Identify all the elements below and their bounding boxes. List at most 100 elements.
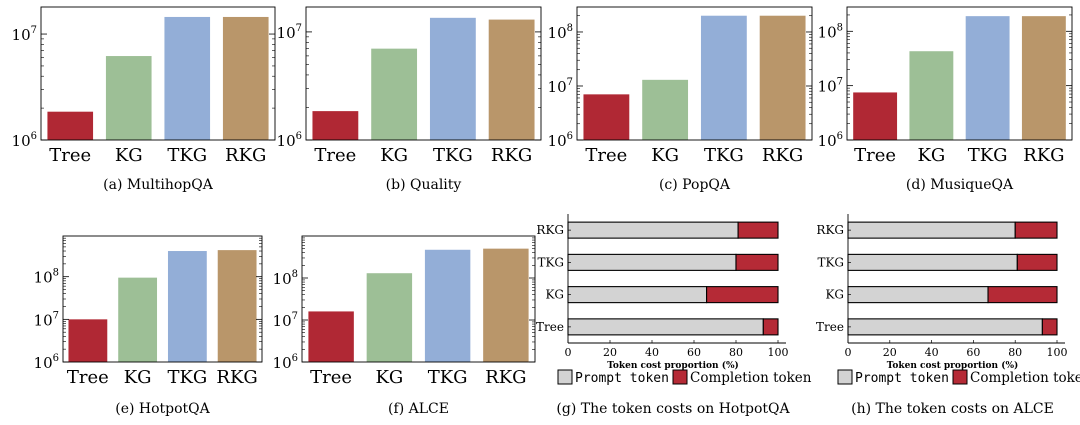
bar-tree xyxy=(308,311,354,362)
y-tick-label: 106 xyxy=(548,131,573,150)
legend-label: Completion token xyxy=(690,370,812,386)
x-tick-label: 100 xyxy=(768,346,789,359)
x-tick-label: TKG xyxy=(167,367,207,388)
x-tick-label: KG xyxy=(917,145,945,166)
x-tick-label: 0 xyxy=(565,346,572,359)
plot-frame xyxy=(576,6,813,141)
bar-tree xyxy=(312,111,359,140)
x-tick-label: Tree xyxy=(49,145,91,166)
y-tick-label: TKG xyxy=(817,255,844,269)
y-tick-label: TKG xyxy=(537,255,564,269)
x-tick-label: TKG xyxy=(428,367,468,388)
x-tick-label: KG xyxy=(380,145,408,166)
chart-e: Tree KG TKG RKG 106 107 108 (e) HotpotQA xyxy=(34,235,263,417)
y-tick-label: 106 xyxy=(34,353,59,372)
x-tick-label: 20 xyxy=(603,346,617,359)
y-tick-label: KG xyxy=(825,288,844,302)
y-tick-label: Tree xyxy=(536,320,564,334)
y-tick-label: 107 xyxy=(818,77,843,96)
bar-kg xyxy=(105,56,152,140)
x-tick-label: 0 xyxy=(845,346,852,359)
y-tick-label: KG xyxy=(545,288,564,302)
segment-completion-tkg xyxy=(735,253,779,271)
segment-completion-kg xyxy=(987,286,1058,304)
bar-kg xyxy=(642,79,689,140)
segment-prompt-kg xyxy=(567,286,708,304)
bar-tree xyxy=(47,111,94,140)
segment-completion-rkg xyxy=(1014,221,1058,239)
bar-kg xyxy=(909,51,954,140)
caption: (e) HotpotQA xyxy=(115,401,210,417)
y-tick-label: RKG xyxy=(536,223,564,237)
legend-label: Prompt token xyxy=(855,371,949,386)
x-tick-label: RKG xyxy=(216,367,257,388)
segment-completion-tree xyxy=(1041,318,1058,336)
x-tick-label: TKG xyxy=(704,145,744,166)
x-tick-label: 20 xyxy=(883,346,897,359)
y-tick-label: 106 xyxy=(273,353,298,372)
x-tick-label: Tree xyxy=(585,145,627,166)
segment-prompt-kg xyxy=(847,286,989,304)
chart-f: Tree KG TKG RKG 106 107 108 (f) ALCE xyxy=(273,235,536,417)
x-tick-label: 60 xyxy=(966,346,980,359)
legend: Prompt token Completion token xyxy=(837,369,1080,386)
bar-rkg xyxy=(483,248,529,362)
segment-prompt-tree xyxy=(567,318,764,336)
segment-completion-rkg xyxy=(737,221,779,239)
x-tick-label: Tree xyxy=(310,367,352,388)
bar-tkg xyxy=(965,16,1010,140)
segment-prompt-tkg xyxy=(847,253,1018,271)
bar-rkg xyxy=(217,250,257,362)
bar-kg xyxy=(366,273,413,362)
x-tick-label: Tree xyxy=(854,145,896,166)
bar-tree xyxy=(68,319,108,362)
x-tick-label: 60 xyxy=(687,346,701,359)
bar-kg xyxy=(371,48,418,141)
legend-swatch xyxy=(557,369,573,385)
caption: (a) MultihopQA xyxy=(103,177,214,193)
segment-prompt-tkg xyxy=(567,253,737,271)
y-tick-label: 107 xyxy=(548,77,573,96)
y-tick-label: 107 xyxy=(277,23,302,42)
x-axis-label: Token cost proportion (%) xyxy=(887,360,1019,371)
chart-a: Tree KG TKG RKG 106 107 (a) MultihopQA xyxy=(12,6,276,193)
x-tick-label: 80 xyxy=(729,346,743,359)
x-tick-label: 100 xyxy=(1047,346,1068,359)
chart-b: Tree KG TKG RKG 106 107 (b) Quality xyxy=(277,6,542,193)
x-tick-label: RKG xyxy=(225,145,266,166)
x-axis-label: Token cost proportion (%) xyxy=(607,360,739,371)
caption: (c) PopQA xyxy=(659,177,731,193)
caption: (b) Quality xyxy=(386,177,462,193)
y-tick-label: 107 xyxy=(273,311,298,330)
bar-tkg xyxy=(164,16,211,141)
x-tick-label: KG xyxy=(651,145,679,166)
legend: Prompt token Completion token xyxy=(557,369,812,386)
x-tick-label: RKG xyxy=(485,367,526,388)
y-tick-label: 108 xyxy=(273,269,298,288)
bar-rkg xyxy=(222,16,269,141)
x-tick-label: 40 xyxy=(645,346,659,359)
plot-frame xyxy=(846,6,1073,141)
y-tick-label: Tree xyxy=(816,320,844,334)
segment-completion-tree xyxy=(762,318,779,336)
y-tick-label: RKG xyxy=(816,223,844,237)
x-tick-label: 80 xyxy=(1008,346,1022,359)
bar-rkg xyxy=(1021,16,1066,140)
chart-d: Tree KG TKG RKG 106 107 108 (d) MusiqueQA xyxy=(818,6,1073,193)
bar-rkg xyxy=(488,19,535,140)
y-tick-label: 106 xyxy=(12,131,37,150)
y-tick-label: 107 xyxy=(12,25,37,44)
plot-frame xyxy=(301,235,536,363)
bar-tree xyxy=(583,94,630,140)
y-tick-label: 107 xyxy=(34,310,59,329)
y-tick-label: 108 xyxy=(818,22,843,41)
y-tick-label: 106 xyxy=(277,131,302,150)
caption: (h) The token costs on ALCE xyxy=(851,401,1054,417)
segment-completion-tkg xyxy=(1016,253,1058,271)
x-tick-label: Tree xyxy=(314,145,356,166)
segment-prompt-rkg xyxy=(567,221,739,239)
y-tick-label: 108 xyxy=(548,23,573,42)
bar-tkg xyxy=(424,249,471,362)
y-tick-label: 106 xyxy=(818,131,843,150)
